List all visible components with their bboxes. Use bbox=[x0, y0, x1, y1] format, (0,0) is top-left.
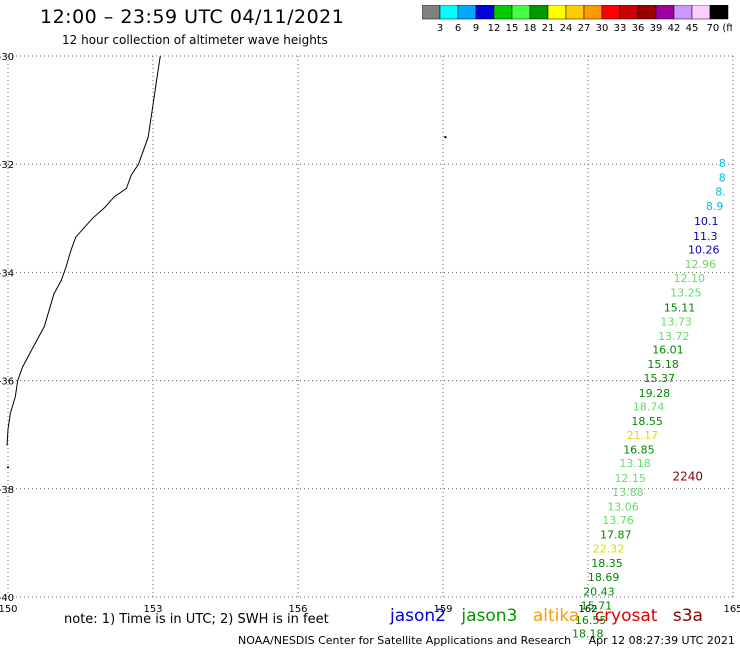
coastline bbox=[6, 55, 161, 446]
lon-tick-label: 165 bbox=[723, 604, 740, 615]
colorbar-swatch bbox=[709, 5, 729, 20]
wave-height-label: 12.10 bbox=[673, 272, 705, 285]
wave-height-label: 13.18 bbox=[619, 457, 651, 470]
wave-height-label: 13.88 bbox=[612, 486, 644, 499]
colorbar-tick-label: 42 bbox=[668, 23, 681, 34]
colorbar-tick-label: 21 bbox=[542, 23, 555, 34]
wave-height-label: 18.74 bbox=[633, 400, 665, 413]
wave-height-label: 16.55 bbox=[575, 614, 607, 627]
wave-height-label: 18.69 bbox=[588, 571, 620, 584]
wave-height-label: 2240 bbox=[672, 470, 703, 484]
footer-note: note: 1) Time is in UTC; 2) SWH is in fe… bbox=[64, 612, 329, 627]
satellite-label-jason3: jason3 bbox=[461, 606, 518, 626]
wave-height-label: 13.06 bbox=[607, 500, 639, 513]
colorbar-tick-label: 36 bbox=[632, 23, 645, 34]
wave-height-label: 13.25 bbox=[670, 287, 702, 300]
wave-height-label: 15.37 bbox=[644, 372, 676, 385]
colorbar-tick-label: 30 bbox=[596, 23, 609, 34]
wave-height-label: 13.72 bbox=[658, 330, 690, 343]
wave-height-label: 15.11 bbox=[664, 301, 696, 314]
lat-tick-label: -40 bbox=[0, 593, 14, 604]
wave-height-label: 12.96 bbox=[685, 258, 717, 271]
lat-tick-label: -34 bbox=[0, 268, 14, 279]
colorbar-tick-label: 12 bbox=[488, 23, 501, 34]
lat-tick-label: -38 bbox=[0, 485, 14, 496]
wave-height-label: 8 bbox=[719, 172, 726, 185]
wave-height-label: 10.1 bbox=[694, 215, 719, 228]
satellite-label-s3a: s3a bbox=[672, 606, 703, 626]
colorbar-tick-label: 70 (ft) bbox=[707, 23, 732, 34]
graticule bbox=[7, 55, 734, 598]
lat-tick-label: -30 bbox=[0, 52, 14, 63]
lat-tick-label: -36 bbox=[0, 377, 14, 388]
island-dot bbox=[7, 466, 9, 469]
wave-height-label: 15.71 bbox=[581, 599, 613, 612]
wave-height-label: 12.15 bbox=[615, 472, 647, 485]
satellite-legend: jason2 jason3 altika cryosat s3a bbox=[390, 606, 713, 626]
wave-height-label: 19.28 bbox=[639, 387, 671, 400]
lon-tick-label: 150 bbox=[0, 604, 18, 615]
wave-height-label: 22.32 bbox=[593, 543, 625, 556]
wave-height-label: 8.9 bbox=[706, 200, 724, 213]
colorbar-tick-label: 18 bbox=[524, 23, 537, 34]
wave-height-label: 8 bbox=[719, 157, 726, 170]
wave-height-label: 13.76 bbox=[602, 514, 634, 527]
lon-tick-label: 156 bbox=[288, 604, 307, 615]
island-dot bbox=[444, 135, 447, 139]
wave-height-label: 21.17 bbox=[627, 429, 659, 442]
wave-height-label: 20.43 bbox=[583, 585, 615, 598]
colorbar-tick-label: 33 bbox=[614, 23, 627, 34]
wave-height-label: 16.85 bbox=[623, 444, 655, 457]
page-title: 12:00 – 23:59 UTC 04/11/2021 bbox=[40, 6, 345, 28]
page-subtitle: 12 hour collection of altimeter wave hei… bbox=[62, 33, 328, 47]
wave-height-label: 18.35 bbox=[591, 557, 623, 570]
satellite-label-cryosat: cryosat bbox=[594, 606, 658, 626]
wave-height-label: 16.01 bbox=[652, 344, 684, 357]
wave-height-label: 18.55 bbox=[631, 415, 663, 428]
generated-timestamp: Apr 12 08:27:39 UTC 2021 bbox=[588, 634, 735, 647]
colorbar-tick-label: 6 bbox=[455, 23, 461, 34]
satellite-label-jason2: jason2 bbox=[390, 606, 446, 626]
wave-height-label: 15.18 bbox=[647, 358, 679, 371]
wave-height-label: 13.73 bbox=[660, 315, 692, 328]
wave-height-label: 18.18 bbox=[572, 628, 604, 641]
lon-tick-label: 159 bbox=[433, 604, 452, 615]
lon-tick-label: 153 bbox=[143, 604, 162, 615]
lat-tick-label: -32 bbox=[0, 160, 14, 171]
satellite-label-altika: altika bbox=[532, 606, 580, 626]
credit-line: NOAA/NESDIS Center for Satellite Applica… bbox=[238, 634, 735, 647]
colorbar-tick-label: 9 bbox=[473, 23, 479, 34]
wave-height-label: 10.26 bbox=[688, 243, 720, 256]
colorbar-tick-label: 24 bbox=[560, 23, 573, 34]
colorbar-tick-label: 27 bbox=[578, 23, 591, 34]
colorbar-tick-label: 15 bbox=[506, 23, 519, 34]
colorbar-tick-label: 45 bbox=[686, 23, 699, 34]
wave-height-label: 8. bbox=[715, 186, 726, 199]
wave-height-label: 11.3 bbox=[693, 230, 718, 243]
credit-text: NOAA/NESDIS Center for Satellite Applica… bbox=[238, 634, 572, 647]
colorbar-tick-label: 39 bbox=[650, 23, 663, 34]
wave-height-label: 17.87 bbox=[600, 529, 632, 542]
lon-tick-label: 162 bbox=[578, 604, 597, 615]
colorbar-tick-label: 3 bbox=[437, 23, 443, 34]
